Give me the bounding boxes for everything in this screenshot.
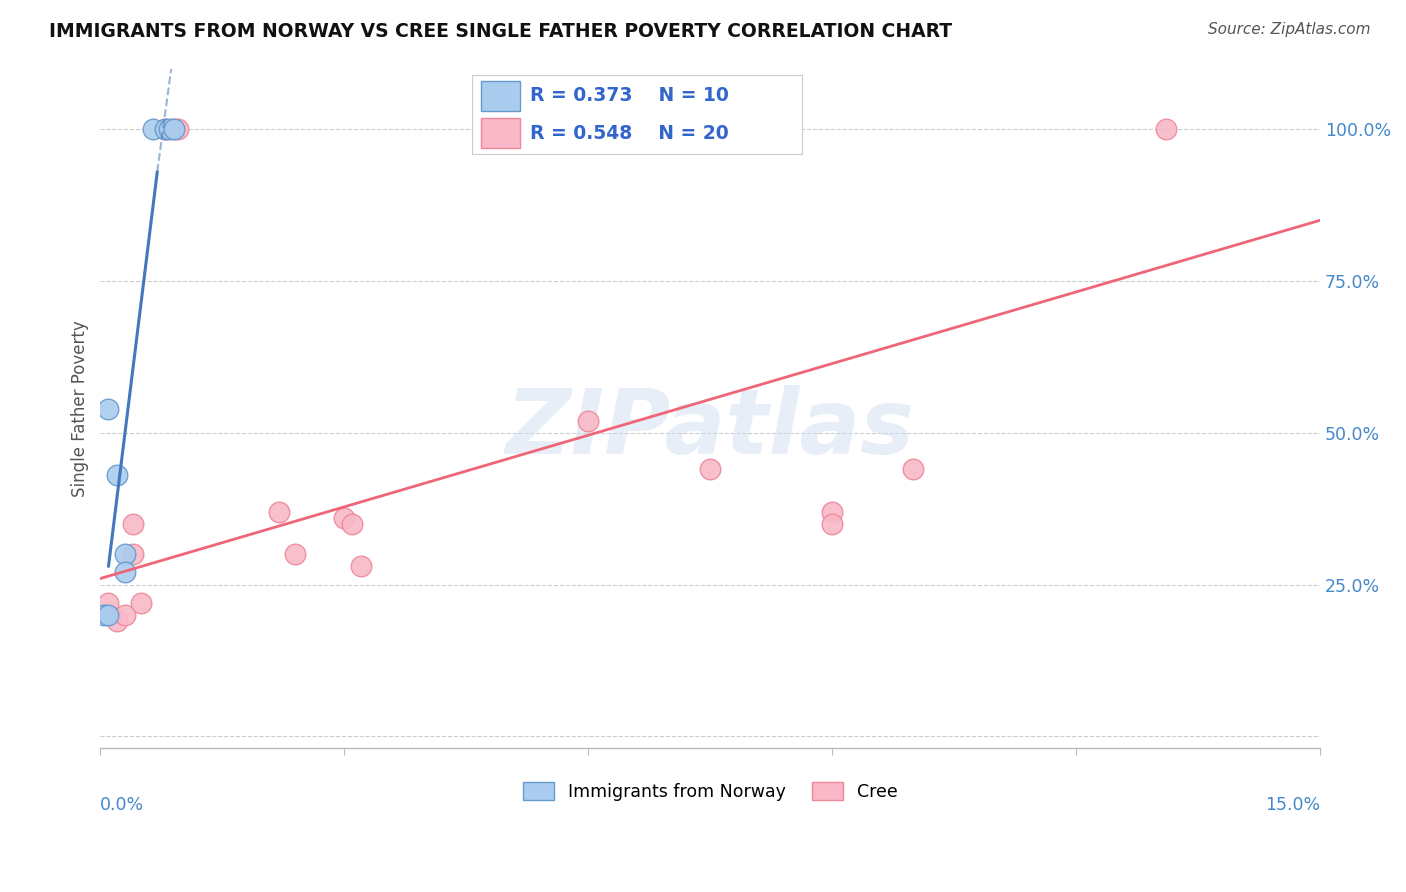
Point xyxy=(114,547,136,561)
Point xyxy=(97,401,120,416)
Text: ZIPatlas: ZIPatlas xyxy=(506,385,915,473)
Point xyxy=(105,468,128,483)
Point xyxy=(162,122,184,136)
Point xyxy=(342,516,364,531)
Point xyxy=(155,122,177,136)
Point xyxy=(269,505,291,519)
Text: IMMIGRANTS FROM NORWAY VS CREE SINGLE FATHER POVERTY CORRELATION CHART: IMMIGRANTS FROM NORWAY VS CREE SINGLE FA… xyxy=(49,22,952,41)
Point xyxy=(699,462,721,476)
Point xyxy=(576,414,599,428)
Point xyxy=(166,122,188,136)
Point xyxy=(349,559,371,574)
Point xyxy=(114,607,136,622)
Point xyxy=(142,122,165,136)
Point xyxy=(97,607,120,622)
Point xyxy=(821,516,844,531)
Point xyxy=(93,607,115,622)
Point xyxy=(1154,122,1177,136)
Point xyxy=(122,516,145,531)
Point xyxy=(97,596,120,610)
Point xyxy=(284,547,307,561)
Point xyxy=(333,510,356,524)
Point xyxy=(155,122,177,136)
Point xyxy=(122,547,145,561)
Point xyxy=(159,122,181,136)
Point xyxy=(114,566,136,580)
Point xyxy=(129,596,152,610)
Text: 15.0%: 15.0% xyxy=(1265,796,1320,814)
Text: 0.0%: 0.0% xyxy=(100,796,145,814)
Point xyxy=(821,505,844,519)
Point xyxy=(105,614,128,628)
Y-axis label: Single Father Poverty: Single Father Poverty xyxy=(72,320,89,497)
Legend: Immigrants from Norway, Cree: Immigrants from Norway, Cree xyxy=(516,774,904,808)
Point xyxy=(162,122,184,136)
Point xyxy=(903,462,925,476)
Text: Source: ZipAtlas.com: Source: ZipAtlas.com xyxy=(1208,22,1371,37)
